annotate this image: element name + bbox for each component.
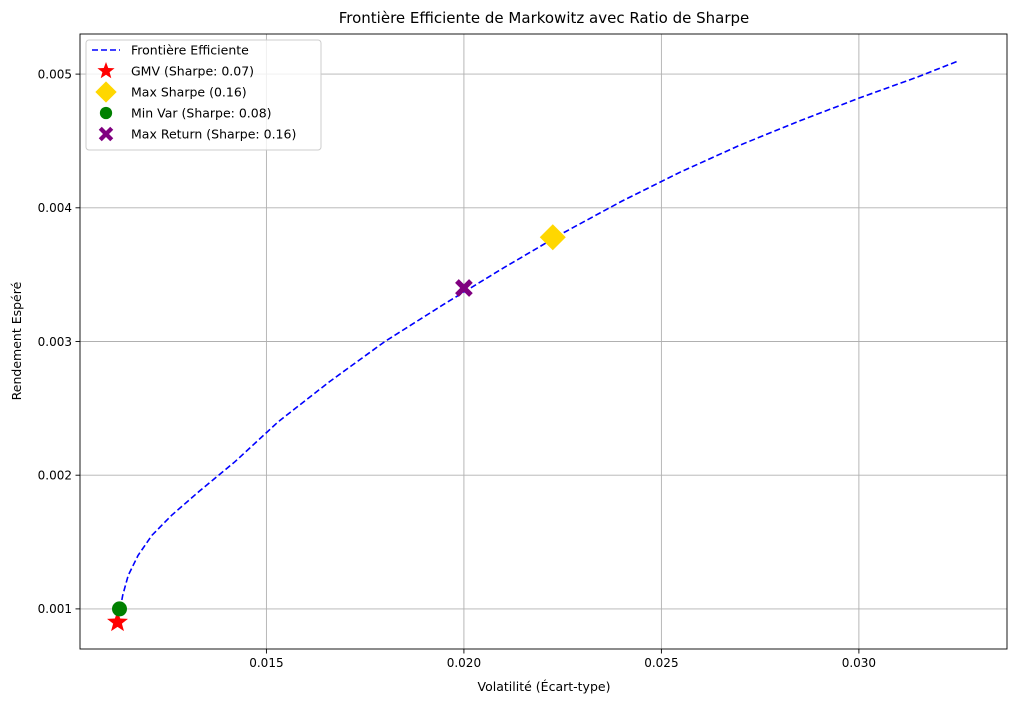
y-tick-label: 0.005 bbox=[38, 67, 72, 81]
legend-handle-star bbox=[97, 61, 115, 79]
legend-label: Max Return (Sharpe: 0.16) bbox=[131, 127, 296, 142]
y-tick-label: 0.001 bbox=[38, 602, 72, 616]
legend-handle-x bbox=[98, 126, 114, 142]
y-tick-label: 0.004 bbox=[38, 201, 72, 215]
chart-title: Frontière Efficiente de Markowitz avec R… bbox=[339, 9, 750, 27]
legend-label: GMV (Sharpe: 0.07) bbox=[131, 64, 254, 79]
frontier-line bbox=[119, 59, 960, 610]
y-axis-label: Rendement Espéré bbox=[9, 281, 24, 400]
x-tick-label: 0.030 bbox=[842, 656, 876, 670]
grid-lines bbox=[80, 34, 1007, 649]
marker-star-0 bbox=[107, 611, 128, 632]
x-tick-label: 0.025 bbox=[644, 656, 678, 670]
legend-box bbox=[85, 39, 322, 151]
x-axis-label: Volatilité (Écart-type) bbox=[478, 679, 611, 694]
marker-diamond-1 bbox=[539, 224, 566, 251]
x-axis-ticks: 0.015 0.020 0.025 0.030 bbox=[249, 649, 876, 670]
legend: Frontière Efficiente GMV (Sharpe: 0.07) Ma… bbox=[85, 39, 322, 151]
y-tick-label: 0.002 bbox=[38, 468, 72, 482]
legend-label: Max Sharpe (0.16) bbox=[131, 85, 247, 100]
y-axis-ticks: 0.001 0.002 0.003 0.004 0.005 bbox=[38, 67, 80, 616]
x-tick-label: 0.020 bbox=[447, 656, 481, 670]
legend-handle-circle bbox=[99, 106, 113, 120]
marker-circle-2 bbox=[111, 601, 127, 617]
marker-x-3 bbox=[455, 279, 473, 297]
legend-label: Frontière Efficiente bbox=[131, 43, 249, 58]
legend-handle-diamond bbox=[95, 81, 117, 103]
legend-label: Min Var (Sharpe: 0.08) bbox=[131, 106, 272, 121]
x-tick-label: 0.015 bbox=[249, 656, 283, 670]
series-layer bbox=[107, 59, 960, 632]
y-tick-label: 0.003 bbox=[38, 335, 72, 349]
